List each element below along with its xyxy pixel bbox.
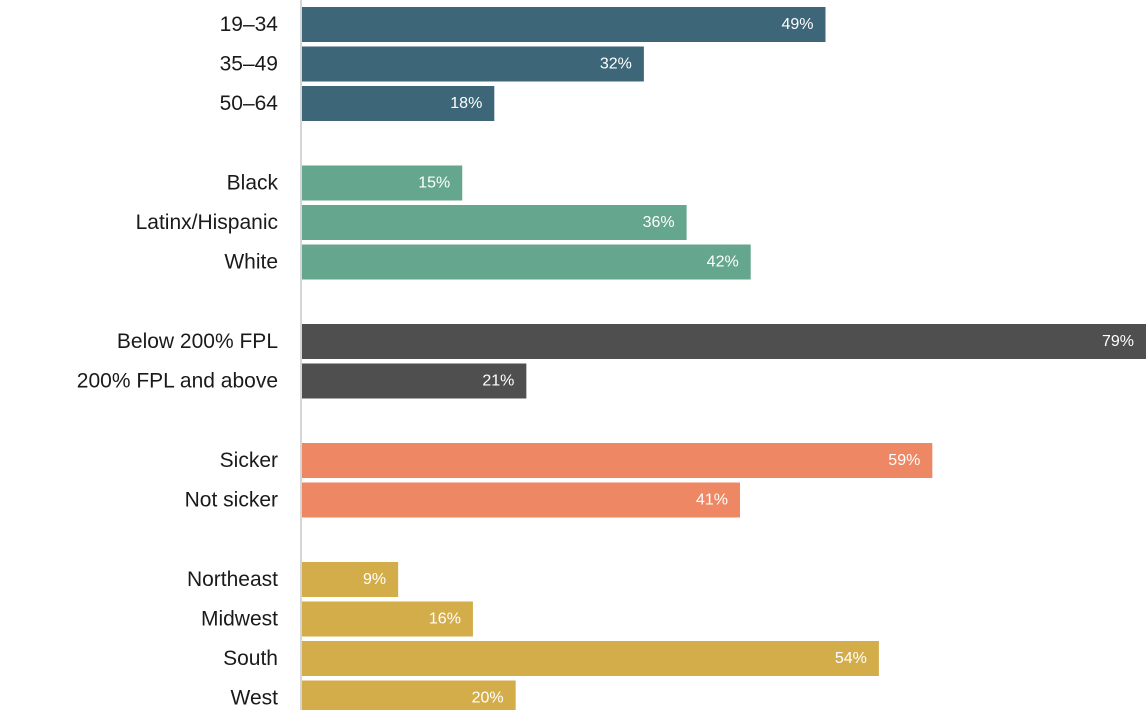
data-label: 20% bbox=[472, 690, 504, 707]
bar-marks-group: 19–34 49% 35–49 32% 50–64 18% Black 15% Latinx/H… bbox=[77, 7, 1146, 710]
category-label: 200% FPL and above bbox=[77, 370, 278, 393]
category-label: South bbox=[223, 647, 278, 670]
data-label: 41% bbox=[696, 492, 728, 509]
category-label: 35–49 bbox=[220, 53, 278, 76]
data-label: 36% bbox=[643, 214, 675, 231]
bar bbox=[302, 46, 644, 82]
category-label: Latinx/Hispanic bbox=[136, 211, 278, 234]
category-label: Sicker bbox=[220, 449, 278, 472]
data-label: 15% bbox=[418, 175, 450, 192]
bar bbox=[302, 363, 527, 399]
bar bbox=[302, 562, 399, 597]
category-label: Midwest bbox=[201, 608, 278, 631]
bar bbox=[302, 680, 516, 710]
category-label: Below 200% FPL bbox=[117, 330, 278, 353]
data-label: 32% bbox=[600, 56, 632, 73]
bar bbox=[302, 205, 687, 240]
bar bbox=[302, 86, 495, 121]
category-label: Northeast bbox=[187, 568, 278, 591]
data-label: 16% bbox=[429, 611, 461, 628]
bar bbox=[302, 601, 473, 637]
category-label: White bbox=[224, 251, 278, 274]
data-label: 9% bbox=[363, 571, 386, 588]
data-label: 42% bbox=[707, 254, 739, 271]
data-label: 18% bbox=[450, 95, 482, 112]
bar bbox=[302, 7, 826, 42]
bar bbox=[302, 324, 1146, 359]
bar bbox=[302, 165, 463, 201]
category-label: 19–34 bbox=[220, 13, 279, 36]
bar bbox=[302, 443, 933, 478]
data-label: 49% bbox=[781, 16, 813, 33]
category-label: Black bbox=[227, 172, 279, 195]
data-label: 59% bbox=[888, 452, 920, 469]
data-label: 21% bbox=[482, 373, 514, 390]
data-label: 79% bbox=[1102, 333, 1134, 350]
bar bbox=[302, 244, 751, 280]
category-label: 50–64 bbox=[220, 92, 279, 115]
bar bbox=[302, 482, 741, 518]
category-label: Not sicker bbox=[185, 489, 278, 512]
data-label: 54% bbox=[835, 650, 867, 667]
category-label: West bbox=[231, 687, 279, 710]
bar bbox=[302, 641, 879, 676]
